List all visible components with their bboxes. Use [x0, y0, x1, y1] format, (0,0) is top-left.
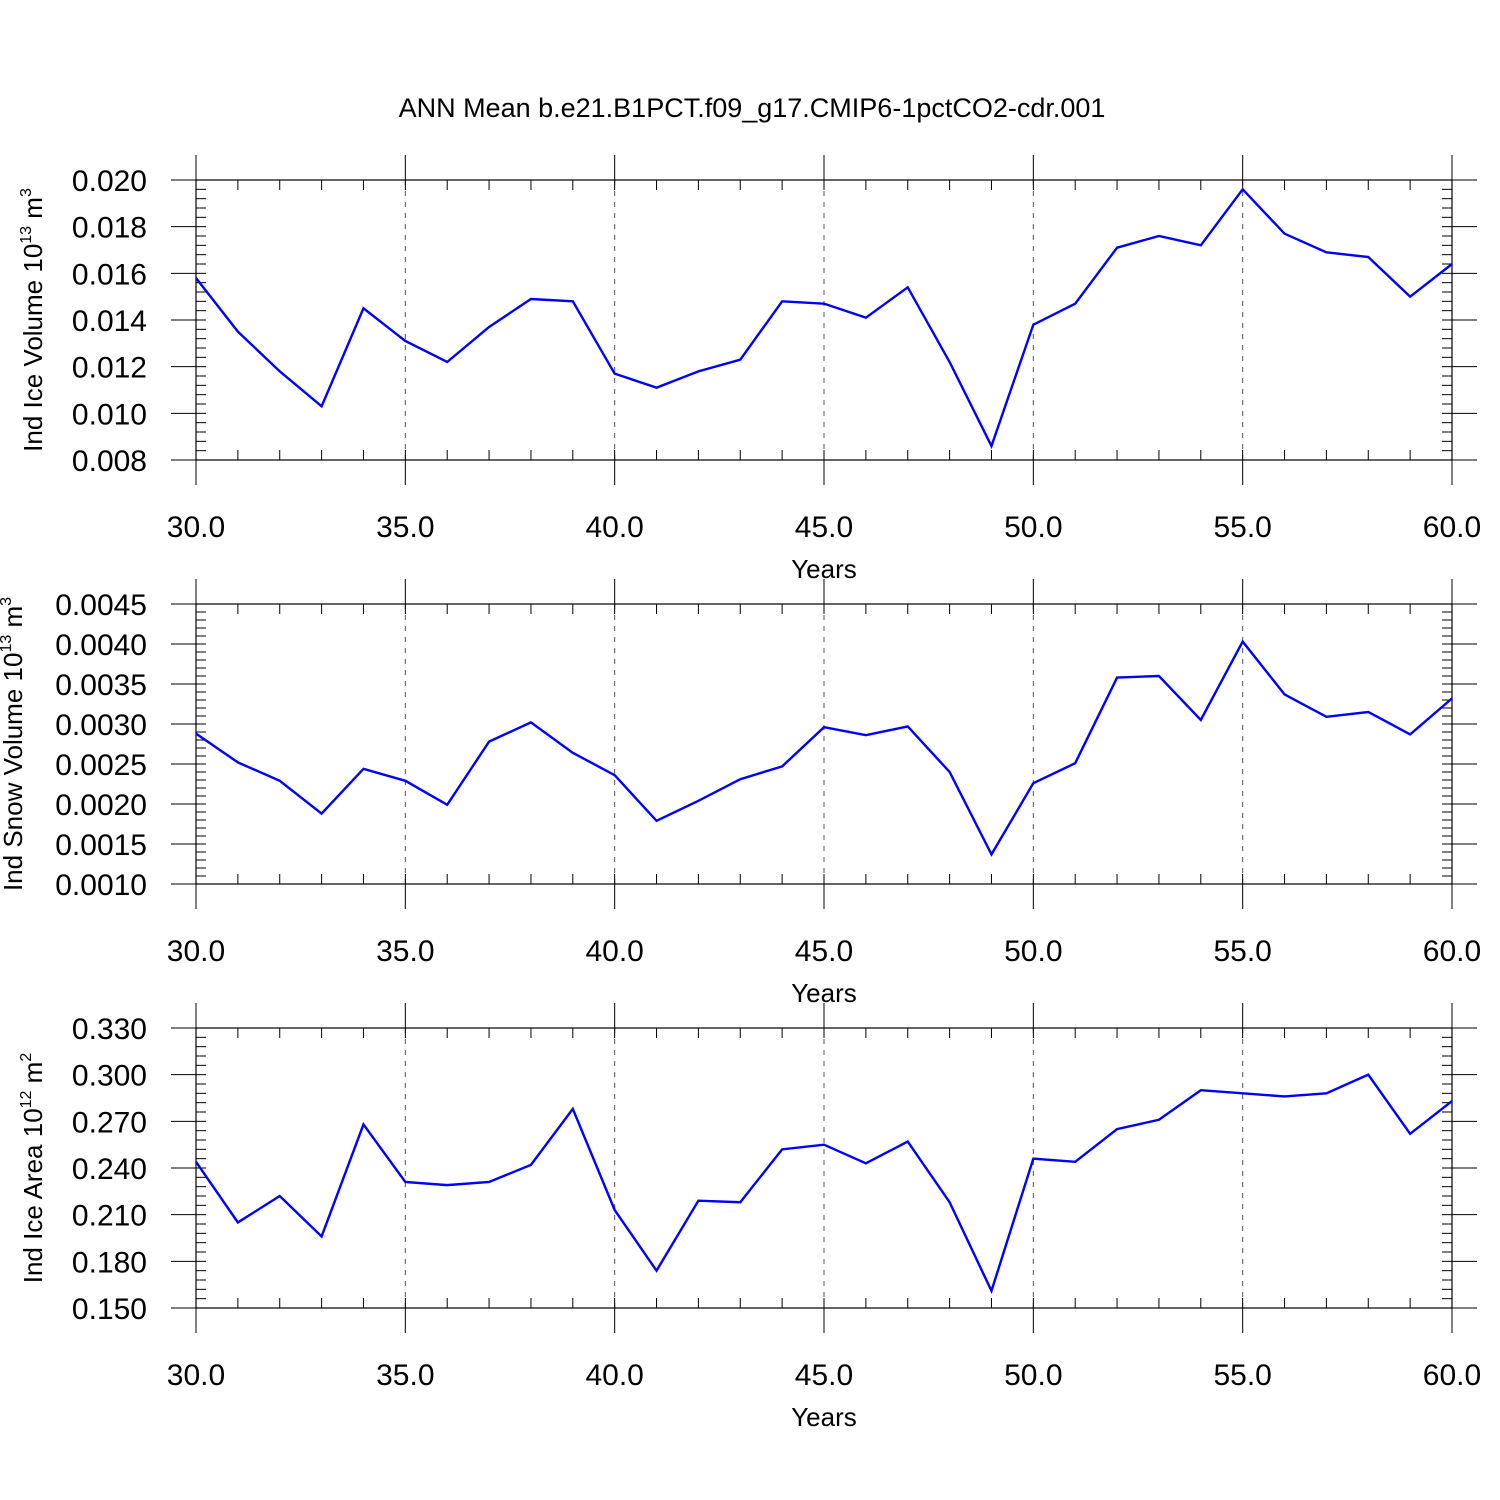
ice-area-x-tick-label: 30.0 — [167, 1359, 225, 1392]
ice-volume-x-tick-label: 55.0 — [1213, 511, 1271, 544]
snow-volume-x-tick-label: 35.0 — [376, 935, 434, 968]
ice-area-x-tick-label: 35.0 — [376, 1359, 434, 1392]
ice-volume-x-tick-labels: 30.0 35.0 40.0 45.0 50.0 55.0 60.0 — [167, 511, 1481, 544]
ice-area-grid — [404, 1028, 1244, 1308]
ice-area-major-ticks — [171, 1003, 1477, 1333]
ice-volume-major-ticks — [171, 155, 1477, 485]
ice-area-y-tick-label: 0.270 — [72, 1106, 147, 1139]
ice-area-x-tick-label: 60.0 — [1423, 1359, 1481, 1392]
snow-volume-y-tick-label: 0.0045 — [55, 589, 147, 622]
snow-volume-x-tick-label: 55.0 — [1213, 935, 1271, 968]
ice-area-x-tick-label: 40.0 — [585, 1359, 643, 1392]
snow-volume-y-tick-label: 0.0030 — [55, 709, 147, 742]
ice-volume-y-tick-label: 0.020 — [72, 165, 147, 198]
ice-area-y-axis-label: Ind Ice Area 1012 m2 — [18, 1053, 48, 1284]
ice-area-y-tick-label: 0.300 — [72, 1060, 147, 1093]
ice-area-x-tick-label: 50.0 — [1004, 1359, 1062, 1392]
panel-ice-volume: 0.008 0.010 0.012 0.014 0.016 0.018 0.020 30.0… — [18, 155, 1481, 584]
snow-volume-y-tick-label: 0.0015 — [55, 829, 147, 862]
ice-area-x-tick-label: 45.0 — [795, 1359, 853, 1392]
ice-volume-frame — [195, 179, 1453, 461]
ice-volume-x-tick-label: 30.0 — [167, 511, 225, 544]
ice-volume-line — [195, 187, 1453, 450]
ice-volume-x-tick-label: 40.0 — [585, 511, 643, 544]
snow-volume-y-tick-label: 0.0025 — [55, 749, 147, 782]
ice-volume-y-tick-labels: 0.008 0.010 0.012 0.014 0.016 0.018 0.020 — [72, 165, 147, 478]
snow-volume-x-tick-label: 40.0 — [585, 935, 643, 968]
ice-area-y-tick-label: 0.330 — [72, 1013, 147, 1046]
snow-volume-y-tick-label: 0.0040 — [55, 629, 147, 662]
figure-title: ANN Mean b.e21.B1PCT.f09_g17.CMIP6-1pctC… — [399, 93, 1106, 123]
ice-area-y-tick-label: 0.210 — [72, 1200, 147, 1233]
snow-volume-grid — [404, 604, 1244, 884]
snow-volume-frame — [195, 603, 1453, 885]
snow-volume-major-ticks — [171, 579, 1477, 909]
snow-volume-y-tick-labels: 0.0010 0.0015 0.0020 0.0025 0.0030 0.0035 0.00… — [55, 589, 147, 902]
ice-area-y-tick-label: 0.180 — [72, 1246, 147, 1279]
snow-volume-y-tick-label: 0.0020 — [55, 789, 147, 822]
ice-volume-y-tick-label: 0.014 — [72, 305, 147, 338]
ice-volume-x-tick-label: 60.0 — [1423, 511, 1481, 544]
ice-volume-y-axis-label: Ind Ice Volume 1013 m3 — [18, 188, 48, 452]
ice-area-y-tick-label: 0.150 — [72, 1293, 147, 1326]
ice-area-x-tick-labels: 30.0 35.0 40.0 45.0 50.0 55.0 60.0 — [167, 1359, 1481, 1392]
panel-snow-volume: 0.0010 0.0015 0.0020 0.0025 0.0030 0.0035 0.00… — [0, 579, 1481, 1008]
snow-volume-x-tick-label: 50.0 — [1004, 935, 1062, 968]
ice-area-x-axis-label: Years — [791, 1402, 857, 1432]
snow-volume-y-tick-label: 0.0035 — [55, 669, 147, 702]
ice-area-y-tick-labels: 0.150 0.180 0.210 0.240 0.270 0.300 0.330 — [72, 1013, 147, 1326]
ice-volume-y-tick-label: 0.010 — [72, 398, 147, 431]
ice-volume-y-tick-label: 0.012 — [72, 352, 147, 385]
snow-volume-minor-ticks — [195, 603, 1453, 885]
snow-volume-y-tick-label: 0.0010 — [55, 869, 147, 902]
ice-area-minor-ticks — [195, 1027, 1453, 1309]
ice-volume-x-tick-label: 45.0 — [795, 511, 853, 544]
ice-volume-minor-ticks — [195, 179, 1453, 461]
ice-volume-x-tick-label: 50.0 — [1004, 511, 1062, 544]
snow-volume-x-tick-label: 45.0 — [795, 935, 853, 968]
ice-area-frame — [195, 1027, 1453, 1309]
ice-area-y-tick-label: 0.240 — [72, 1153, 147, 1186]
ice-volume-y-tick-label: 0.008 — [72, 445, 147, 478]
snow-volume-x-tick-label: 60.0 — [1423, 935, 1481, 968]
ice-volume-x-tick-label: 35.0 — [376, 511, 434, 544]
snow-volume-line — [195, 639, 1453, 857]
snow-volume-x-tick-labels: 30.0 35.0 40.0 45.0 50.0 55.0 60.0 — [167, 935, 1481, 968]
snow-volume-x-tick-label: 30.0 — [167, 935, 225, 968]
ice-volume-y-tick-label: 0.018 — [72, 212, 147, 245]
ice-volume-y-tick-label: 0.016 — [72, 258, 147, 291]
ice-area-line — [195, 1073, 1453, 1295]
snow-volume-y-axis-label: Ind Snow Volume 1013 m3 — [0, 597, 28, 891]
ice-area-x-tick-label: 55.0 — [1213, 1359, 1271, 1392]
panel-ice-area: 0.150 0.180 0.210 0.240 0.270 0.300 0.330 30.0… — [18, 1003, 1481, 1432]
ice-volume-grid — [404, 180, 1244, 460]
